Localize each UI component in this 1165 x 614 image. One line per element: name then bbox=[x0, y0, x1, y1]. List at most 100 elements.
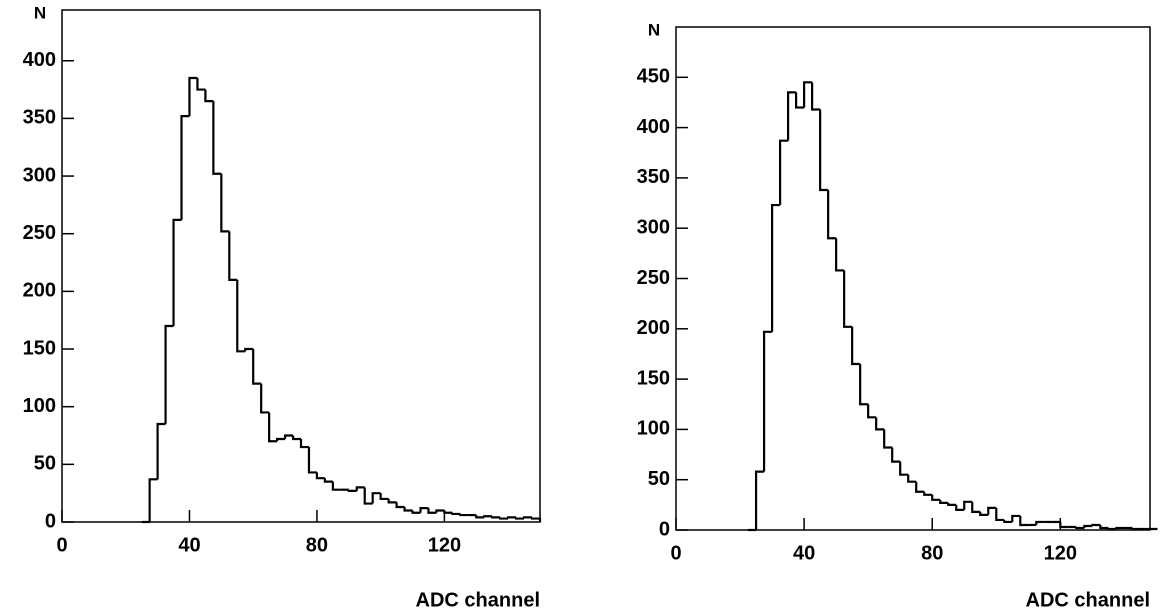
histogram-bin bbox=[260, 383, 270, 414]
histogram-bin bbox=[827, 189, 837, 240]
histogram-bin bbox=[915, 481, 925, 493]
y-axis-label: N bbox=[34, 3, 46, 22]
histogram-bin bbox=[762, 330, 773, 472]
histogram-bin bbox=[875, 417, 885, 431]
histogram-bin bbox=[795, 92, 805, 109]
y-tick-label: 200 bbox=[637, 317, 670, 339]
histogram-bin bbox=[411, 510, 421, 514]
histogram-bin bbox=[1099, 524, 1109, 530]
histogram-bin bbox=[883, 429, 893, 449]
histogram-bin bbox=[1131, 527, 1141, 531]
histogram-bin bbox=[459, 513, 469, 517]
x-tick-label: 40 bbox=[178, 534, 200, 556]
histogram-bin bbox=[347, 489, 357, 492]
histogram-bin bbox=[1083, 524, 1093, 528]
histogram-bin bbox=[283, 434, 294, 439]
histogram-bin bbox=[1115, 526, 1125, 530]
histogram-bin bbox=[1035, 520, 1045, 525]
histogram-bin bbox=[923, 491, 933, 496]
y-tick-label: 0 bbox=[45, 510, 56, 532]
y-tick-label: 200 bbox=[23, 280, 56, 302]
histogram-bin bbox=[475, 515, 485, 519]
x-tick-label: 80 bbox=[306, 534, 328, 556]
histogram-bin bbox=[244, 347, 254, 352]
histogram-bin bbox=[811, 82, 821, 111]
y-tick-label: 50 bbox=[34, 453, 56, 475]
x-axis-label: ADC channel bbox=[1026, 589, 1150, 611]
y-tick-label: 350 bbox=[23, 107, 56, 129]
histogram-bin bbox=[530, 517, 542, 522]
histogram-bin bbox=[939, 499, 949, 504]
histogram-bin bbox=[851, 326, 861, 366]
y-tick-label: 150 bbox=[23, 337, 56, 359]
histogram-bin bbox=[419, 507, 429, 513]
histogram-bin bbox=[483, 515, 493, 518]
histogram-bin bbox=[1003, 519, 1013, 524]
histogram-bin bbox=[786, 91, 797, 141]
histogram-bin bbox=[180, 114, 190, 220]
plot-frame bbox=[675, 26, 1151, 531]
histogram-bin bbox=[1059, 521, 1069, 529]
x-tick-label: 0 bbox=[670, 542, 681, 564]
histogram-bin bbox=[859, 364, 869, 406]
histogram-bin bbox=[196, 78, 206, 91]
histogram-bin bbox=[204, 89, 214, 103]
histogram-bin bbox=[1075, 526, 1085, 530]
histogram-bin bbox=[1148, 527, 1158, 531]
histogram-bin bbox=[451, 512, 461, 516]
histogram-bin bbox=[963, 500, 973, 510]
histogram-bin bbox=[507, 516, 517, 519]
y-tick-label: 350 bbox=[637, 166, 670, 188]
histogram-bin bbox=[995, 507, 1005, 522]
histogram-bin bbox=[236, 279, 246, 353]
plot-frame bbox=[61, 9, 541, 523]
histogram-bin bbox=[491, 516, 501, 519]
histogram-bin bbox=[770, 203, 781, 332]
x-tick-label: 80 bbox=[921, 542, 943, 564]
histogram-bin bbox=[443, 510, 453, 514]
histogram-bin bbox=[891, 447, 901, 463]
histogram-bin bbox=[156, 422, 166, 480]
histogram-bin bbox=[971, 501, 981, 513]
histogram-bin bbox=[395, 502, 405, 509]
histogram-bin bbox=[363, 487, 373, 505]
y-tick-label: 400 bbox=[637, 116, 670, 138]
histogram-bin bbox=[515, 517, 525, 520]
histogram-bin bbox=[1107, 527, 1117, 531]
histogram-bin bbox=[803, 81, 813, 108]
y-tick-label: 0 bbox=[659, 518, 670, 540]
x-axis-label: ADC channel bbox=[416, 589, 540, 611]
histogram-bin bbox=[387, 498, 397, 504]
histogram-bin bbox=[1011, 514, 1021, 522]
y-tick-label: 400 bbox=[23, 49, 56, 71]
histogram-bin bbox=[220, 173, 230, 233]
histogram-bin bbox=[228, 231, 238, 281]
histogram-bin bbox=[188, 76, 198, 117]
histogram-bin bbox=[1091, 523, 1101, 527]
histogram-bin bbox=[403, 507, 413, 512]
histogram-bin bbox=[1019, 515, 1029, 527]
histogram-bin bbox=[299, 438, 309, 449]
histogram-bin bbox=[331, 481, 341, 491]
y-tick-label: 250 bbox=[23, 222, 56, 244]
y-axis-label: N bbox=[648, 20, 660, 39]
histogram-bin bbox=[379, 493, 389, 501]
y-tick-label: 150 bbox=[637, 367, 670, 389]
histogram-bin bbox=[931, 494, 941, 501]
histogram-bin bbox=[522, 516, 533, 519]
y-tick-label: 100 bbox=[637, 418, 670, 440]
x-tick-label: 0 bbox=[56, 534, 67, 556]
y-tick-label: 100 bbox=[23, 395, 56, 417]
histogram-bin bbox=[899, 461, 909, 476]
y-tick-label: 300 bbox=[637, 216, 670, 238]
y-tick-label: 450 bbox=[637, 66, 670, 88]
histogram-bin bbox=[835, 238, 845, 272]
histogram-bin bbox=[164, 324, 174, 424]
histogram-bin bbox=[212, 101, 222, 175]
x-tick-label: 120 bbox=[428, 534, 461, 556]
histogram-bin bbox=[947, 502, 957, 506]
histogram-bin bbox=[778, 139, 789, 206]
histogram-bin bbox=[172, 218, 182, 326]
histogram-bin bbox=[843, 270, 853, 328]
